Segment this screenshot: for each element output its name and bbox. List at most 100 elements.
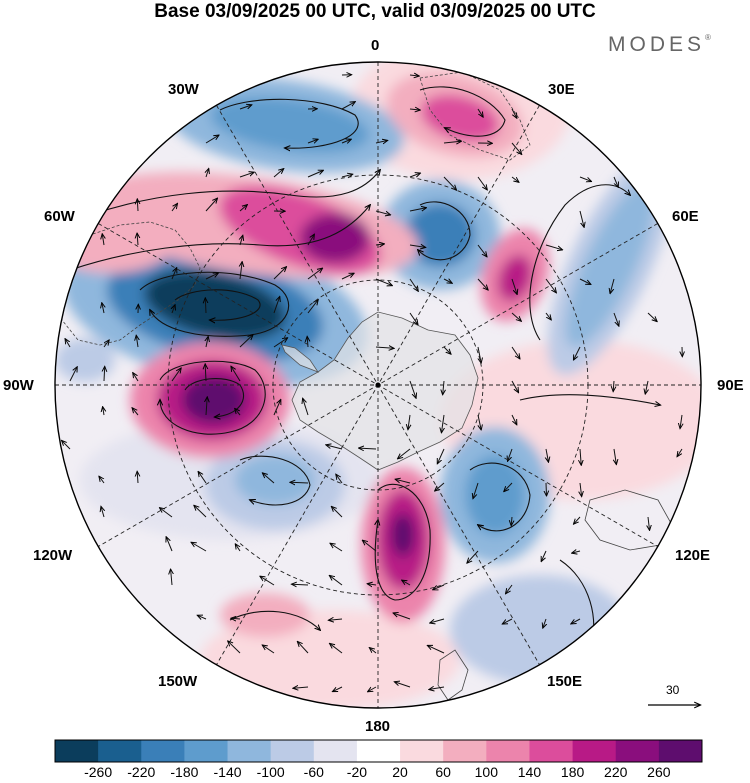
colorbar-swatch-3 bbox=[184, 740, 229, 762]
wind-vector bbox=[307, 268, 322, 280]
colorbar-swatch-14 bbox=[658, 740, 703, 762]
anomaly-pos-6 bbox=[220, 593, 310, 637]
wind-vector bbox=[409, 245, 425, 247]
wind-vector bbox=[192, 543, 207, 552]
wind-vector bbox=[62, 441, 71, 450]
wind-vector bbox=[614, 448, 616, 464]
colorbar-tick-label: 20 bbox=[392, 764, 408, 780]
wind-vector bbox=[69, 367, 77, 382]
lon-label-120w: 120W bbox=[33, 547, 73, 564]
wind-vector bbox=[363, 541, 377, 552]
wind-vector bbox=[613, 380, 614, 391]
colorbar-swatch-1 bbox=[98, 740, 142, 762]
wind-vector bbox=[341, 139, 351, 143]
streamline-south bbox=[229, 610, 320, 630]
colorbar-tick-label: -180 bbox=[170, 764, 199, 780]
lon-label-30w: 30W bbox=[168, 81, 199, 98]
wind-vector bbox=[680, 414, 682, 428]
streamline-30e bbox=[419, 86, 506, 137]
wind-vector bbox=[543, 618, 546, 628]
lon-label-90w: 90W bbox=[3, 377, 34, 394]
wind-vector bbox=[239, 172, 254, 178]
wind-vector bbox=[395, 682, 411, 688]
wind-vector bbox=[677, 448, 683, 456]
anomaly-neg-4-inner bbox=[565, 182, 655, 348]
wind-vector bbox=[194, 506, 207, 518]
wind-vector bbox=[240, 262, 242, 280]
wind-vector bbox=[290, 482, 309, 483]
wind-vector bbox=[273, 169, 283, 178]
wind-vector bbox=[442, 414, 445, 432]
wind-vector bbox=[239, 105, 251, 110]
wind-vector bbox=[430, 618, 445, 623]
wind-vector bbox=[273, 338, 287, 348]
wind-vector bbox=[260, 576, 275, 586]
wind-vector bbox=[330, 544, 343, 552]
lon-label-90e: 90E bbox=[717, 377, 744, 394]
wind-vector bbox=[409, 380, 416, 398]
wind-vector bbox=[571, 618, 581, 624]
wind-vector bbox=[610, 278, 615, 293]
wind-vector bbox=[240, 236, 243, 246]
anomaly-pos-2-inner bbox=[300, 213, 370, 263]
new-zealand-landmass bbox=[437, 649, 469, 701]
wind-vector bbox=[206, 337, 208, 348]
wind-vector bbox=[613, 312, 619, 326]
wind-vector bbox=[433, 584, 445, 590]
wind-vector bbox=[511, 176, 519, 182]
wind-vector bbox=[341, 102, 355, 110]
streamline-nw-low bbox=[219, 98, 359, 148]
wind-vector bbox=[231, 367, 241, 382]
anomaly-pos-4-inner bbox=[497, 254, 533, 302]
wind-vector bbox=[137, 472, 138, 484]
lon-label-120e: 120E bbox=[675, 547, 711, 564]
streamline-jet-north bbox=[69, 205, 370, 271]
wind-vector bbox=[303, 399, 309, 416]
wind-vector bbox=[298, 642, 309, 654]
wind-vector bbox=[103, 340, 109, 348]
wind-vector bbox=[409, 312, 418, 324]
wind-vector bbox=[545, 278, 556, 293]
wind-vector bbox=[273, 297, 280, 314]
wind-vector bbox=[171, 268, 177, 280]
wind-vector bbox=[473, 482, 479, 498]
wind-vector bbox=[205, 364, 206, 382]
wind-vector bbox=[333, 686, 343, 691]
colorbar-swatch-2 bbox=[141, 740, 185, 762]
wind-vector bbox=[307, 337, 308, 348]
colorbar-tick-label: 140 bbox=[517, 764, 542, 780]
colorbar-swatch-0 bbox=[55, 740, 99, 762]
colorbar-tick-label: -260 bbox=[84, 764, 113, 780]
wind-vector bbox=[511, 108, 517, 118]
wind-vector bbox=[171, 368, 181, 382]
wind-vector bbox=[206, 397, 207, 416]
wind-vector bbox=[394, 613, 411, 620]
wind-vector bbox=[511, 346, 520, 359]
wind-vector bbox=[511, 516, 512, 525]
antarctic-peninsula bbox=[281, 344, 320, 373]
wind-vector bbox=[409, 208, 426, 212]
colorbar-swatch-6 bbox=[313, 740, 358, 762]
wind-vector bbox=[307, 235, 314, 246]
wind-vector bbox=[511, 380, 518, 392]
streamline-120e-low bbox=[469, 462, 531, 532]
wind-vector bbox=[99, 477, 105, 484]
lon-label-0: 0 bbox=[371, 37, 380, 54]
streamlines bbox=[69, 86, 660, 650]
wind-vector bbox=[330, 576, 343, 586]
wind-vector bbox=[580, 448, 581, 465]
wind-vector bbox=[572, 551, 581, 553]
wind-vector bbox=[341, 174, 352, 177]
wind-vector bbox=[477, 244, 487, 257]
wind-vector bbox=[198, 615, 207, 619]
wind-vector bbox=[101, 507, 104, 518]
wind-vector bbox=[103, 407, 104, 416]
wind-vector bbox=[292, 584, 309, 585]
wind-vector bbox=[228, 641, 241, 654]
wind-vector bbox=[137, 199, 138, 212]
wind-vector bbox=[409, 75, 419, 76]
wind-vector bbox=[307, 171, 323, 178]
wind-vector bbox=[443, 141, 461, 143]
